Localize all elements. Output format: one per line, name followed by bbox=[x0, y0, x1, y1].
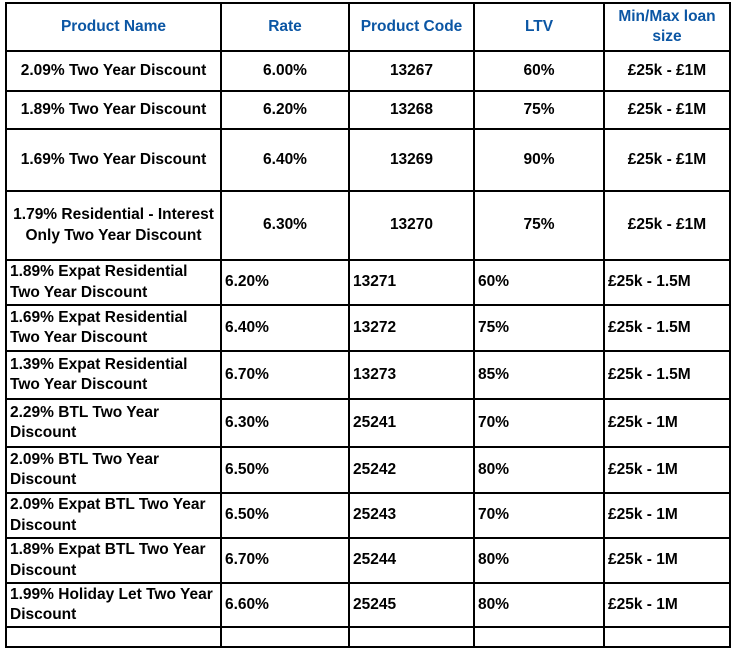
product-name-cell: 2.09% Expat BTL Two Year Discount bbox=[5, 492, 222, 539]
rate-cell bbox=[220, 626, 350, 648]
product-code-cell: 25245 bbox=[348, 582, 475, 628]
table-row: 1.79% Residential - Interest Only Two Ye… bbox=[5, 190, 731, 261]
product-name-cell: 1.69% Expat Residential Two Year Discoun… bbox=[5, 304, 222, 352]
column-header-product-code: Product Code bbox=[348, 2, 475, 52]
ltv-cell bbox=[473, 626, 605, 648]
product-code-cell: 13270 bbox=[348, 190, 475, 261]
product-name-cell: 2.09% BTL Two Year Discount bbox=[5, 446, 222, 494]
rate-cell: 6.30% bbox=[220, 190, 350, 261]
column-header-loan-size: Min/Max loan size bbox=[603, 2, 731, 52]
product-name-cell: 1.39% Expat Residential Two Year Discoun… bbox=[5, 350, 222, 400]
product-code-cell: 13271 bbox=[348, 259, 475, 306]
table-row: 1.89% Two Year Discount 6.20% 13268 75% £25k… bbox=[5, 90, 731, 130]
table-row: 1.89% Expat BTL Two Year Discount 6.70% 25… bbox=[5, 537, 731, 584]
table-row: 2.09% BTL Two Year Discount 6.50% 25242 80%… bbox=[5, 446, 731, 494]
loan-size-cell: £25k - 1M bbox=[603, 537, 731, 584]
product-code-cell: 13268 bbox=[348, 90, 475, 130]
product-name-cell: 2.09% Two Year Discount bbox=[5, 50, 222, 92]
ltv-cell: 80% bbox=[473, 537, 605, 584]
loan-size-cell: £25k - £1M bbox=[603, 50, 731, 92]
loan-size-cell: £25k - 1.5M bbox=[603, 304, 731, 352]
loan-size-cell: £25k - 1.5M bbox=[603, 350, 731, 400]
ltv-cell: 85% bbox=[473, 350, 605, 400]
column-header-ltv: LTV bbox=[473, 2, 605, 52]
rate-cell: 6.60% bbox=[220, 582, 350, 628]
column-header-rate: Rate bbox=[220, 2, 350, 52]
header-row: Product Name Rate Product Code LTV Min/M… bbox=[5, 2, 731, 52]
product-name-cell bbox=[5, 626, 222, 648]
product-name-cell: 1.69% Two Year Discount bbox=[5, 128, 222, 192]
loan-size-cell: £25k - 1M bbox=[603, 582, 731, 628]
product-code-cell: 25242 bbox=[348, 446, 475, 494]
loan-size-cell: £25k - £1M bbox=[603, 128, 731, 192]
table-header: Product Name Rate Product Code LTV Min/M… bbox=[5, 2, 731, 52]
ltv-cell: 70% bbox=[473, 492, 605, 539]
loan-size-cell: £25k - 1M bbox=[603, 492, 731, 539]
column-header-product-name: Product Name bbox=[5, 2, 222, 52]
ltv-cell: 75% bbox=[473, 90, 605, 130]
table-row: 1.69% Expat Residential Two Year Discoun… bbox=[5, 304, 731, 352]
product-code-cell: 13267 bbox=[348, 50, 475, 92]
partial-row bbox=[5, 626, 731, 648]
rate-cell: 6.70% bbox=[220, 537, 350, 584]
rate-cell: 6.40% bbox=[220, 304, 350, 352]
loan-size-cell: £25k - £1M bbox=[603, 90, 731, 130]
product-name-cell: 1.89% Expat Residential Two Year Discoun… bbox=[5, 259, 222, 306]
ltv-cell: 75% bbox=[473, 304, 605, 352]
product-code-cell: 13272 bbox=[348, 304, 475, 352]
ltv-cell: 80% bbox=[473, 582, 605, 628]
product-code-cell: 13269 bbox=[348, 128, 475, 192]
product-code-cell bbox=[348, 626, 475, 648]
rate-cell: 6.50% bbox=[220, 446, 350, 494]
product-code-cell: 25244 bbox=[348, 537, 475, 584]
ltv-cell: 75% bbox=[473, 190, 605, 261]
rate-cell: 6.40% bbox=[220, 128, 350, 192]
table-row: 1.39% Expat Residential Two Year Discoun… bbox=[5, 350, 731, 400]
table-row: 2.09% Expat BTL Two Year Discount 6.50% 25… bbox=[5, 492, 731, 539]
ltv-cell: 60% bbox=[473, 50, 605, 92]
table-body: 2.09% Two Year Discount 6.00% 13267 60% £25k… bbox=[5, 50, 731, 648]
product-code-cell: 25243 bbox=[348, 492, 475, 539]
table-row: 1.89% Expat Residential Two Year Discoun… bbox=[5, 259, 731, 306]
product-name-cell: 2.29% BTL Two Year Discount bbox=[5, 398, 222, 448]
ltv-cell: 70% bbox=[473, 398, 605, 448]
loan-size-cell: £25k - £1M bbox=[603, 190, 731, 261]
loan-size-cell: £25k - 1M bbox=[603, 398, 731, 448]
rate-cell: 6.00% bbox=[220, 50, 350, 92]
product-name-cell: 1.89% Two Year Discount bbox=[5, 90, 222, 130]
product-name-cell: 1.89% Expat BTL Two Year Discount bbox=[5, 537, 222, 584]
rate-cell: 6.20% bbox=[220, 90, 350, 130]
loan-size-cell: £25k - 1.5M bbox=[603, 259, 731, 306]
mortgage-rates-table: Product Name Rate Product Code LTV Min/M… bbox=[5, 2, 731, 648]
ltv-cell: 80% bbox=[473, 446, 605, 494]
table-row: 1.69% Two Year Discount 6.40% 13269 90% £25k… bbox=[5, 128, 731, 192]
loan-size-cell: £25k - 1M bbox=[603, 446, 731, 494]
table-row: 2.09% Two Year Discount 6.00% 13267 60% £25k… bbox=[5, 50, 731, 92]
rate-cell: 6.50% bbox=[220, 492, 350, 539]
ltv-cell: 60% bbox=[473, 259, 605, 306]
table-row: 1.99% Holiday Let Two Year Discount 6.60%… bbox=[5, 582, 731, 628]
rate-cell: 6.20% bbox=[220, 259, 350, 306]
loan-size-cell bbox=[603, 626, 731, 648]
table-row: 2.29% BTL Two Year Discount 6.30% 25241 70%… bbox=[5, 398, 731, 448]
ltv-cell: 90% bbox=[473, 128, 605, 192]
rate-cell: 6.30% bbox=[220, 398, 350, 448]
rate-cell: 6.70% bbox=[220, 350, 350, 400]
product-code-cell: 13273 bbox=[348, 350, 475, 400]
product-name-cell: 1.99% Holiday Let Two Year Discount bbox=[5, 582, 222, 628]
product-name-cell: 1.79% Residential - Interest Only Two Ye… bbox=[5, 190, 222, 261]
product-code-cell: 25241 bbox=[348, 398, 475, 448]
